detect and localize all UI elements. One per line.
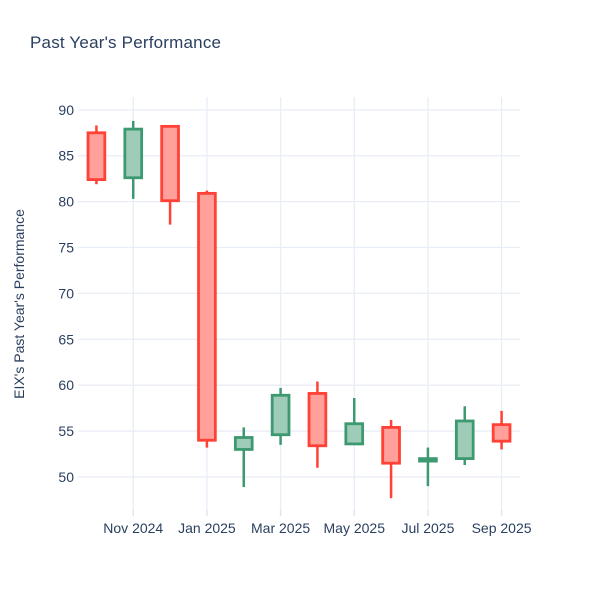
candle-body (307, 392, 328, 448)
candle-body (270, 393, 291, 437)
candle-aug-2025[interactable] (454, 406, 475, 466)
x-axis-tick-labels: Nov 2024 Jan 2025 Mar 2025 May 2025 Jul 2025… (103, 510, 532, 536)
candle-oct-2024[interactable] (86, 125, 107, 185)
candle-jan-2025[interactable] (197, 190, 217, 448)
candle-body (418, 457, 438, 463)
candle-mar-2025[interactable] (270, 387, 291, 445)
y-tick-label: 70 (58, 285, 74, 301)
candle-jun-2025[interactable] (381, 420, 401, 499)
x-tick-label: May 2025 (324, 520, 386, 536)
candle-apr-2025[interactable] (307, 381, 328, 468)
y-tick-label: 80 (58, 194, 74, 210)
candlestick-series (86, 120, 512, 499)
y-tick-label: 90 (58, 102, 74, 118)
candle-body (123, 127, 144, 180)
candle-body (197, 191, 217, 442)
x-tick-label: Nov 2024 (103, 520, 163, 536)
x-tick-label: Jan 2025 (178, 520, 236, 536)
candle-body (491, 423, 512, 443)
candle-nov-2024[interactable] (123, 120, 144, 199)
y-tick-label: 55 (58, 423, 74, 439)
candle-body (233, 436, 254, 451)
candle-body (454, 419, 475, 461)
candle-dec-2024[interactable] (160, 124, 180, 225)
y-tick-label: 75 (58, 240, 74, 256)
candle-body (160, 124, 180, 203)
x-tick-label: Jul 2025 (401, 520, 454, 536)
candle-may-2025[interactable] (344, 398, 365, 446)
y-tick-label: 50 (58, 469, 74, 485)
x-tick-label: Mar 2025 (251, 520, 310, 536)
candle-jul-2025[interactable] (418, 447, 438, 487)
candle-body (381, 425, 401, 465)
y-tick-label: 60 (58, 377, 74, 393)
candle-sep-2025[interactable] (491, 410, 512, 450)
chart-title: Past Year's Performance (30, 33, 222, 52)
x-tick-label: Sep 2025 (472, 520, 532, 536)
gridlines (78, 97, 520, 510)
candle-body (86, 131, 107, 182)
candle-body (344, 422, 365, 446)
y-tick-label: 85 (58, 148, 74, 164)
y-tick-label: 65 (58, 331, 74, 347)
candle-feb-2025[interactable] (233, 427, 254, 488)
y-axis-tick-labels: 50 55 60 65 70 75 80 85 90 (58, 102, 74, 485)
